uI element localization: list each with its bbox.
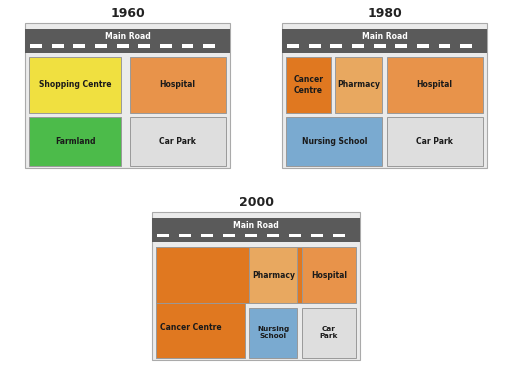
Bar xyxy=(335,57,382,113)
Text: Nursing
School: Nursing School xyxy=(257,326,289,339)
Text: Farmland: Farmland xyxy=(55,137,95,146)
Bar xyxy=(117,44,129,48)
Bar xyxy=(95,44,107,48)
Bar xyxy=(25,29,230,53)
Bar xyxy=(30,44,42,48)
Bar xyxy=(245,233,257,237)
Bar xyxy=(387,117,483,166)
Bar xyxy=(52,44,64,48)
Bar xyxy=(249,247,297,303)
Bar xyxy=(302,247,356,303)
Bar xyxy=(179,233,191,237)
Text: Cancer
Centre: Cancer Centre xyxy=(293,75,324,95)
Bar xyxy=(130,57,226,113)
Bar xyxy=(311,233,323,237)
Bar xyxy=(289,233,301,237)
Bar xyxy=(282,29,487,53)
Text: Car Park: Car Park xyxy=(159,137,196,146)
Bar xyxy=(157,233,169,237)
Bar xyxy=(201,233,213,237)
Text: Pharmacy: Pharmacy xyxy=(252,270,295,279)
Bar xyxy=(182,44,194,48)
Bar xyxy=(156,247,308,303)
Bar xyxy=(460,44,472,48)
Bar xyxy=(438,44,451,48)
Bar xyxy=(287,44,299,48)
Text: Car Park: Car Park xyxy=(416,137,453,146)
Bar xyxy=(387,57,483,113)
Text: Main Road: Main Road xyxy=(361,32,408,41)
Text: Hospital: Hospital xyxy=(417,80,453,90)
Bar xyxy=(249,307,297,357)
Text: Car
Park: Car Park xyxy=(319,326,338,339)
Bar xyxy=(333,233,345,237)
Text: 2000: 2000 xyxy=(239,196,273,209)
Bar xyxy=(395,44,407,48)
Bar xyxy=(374,44,386,48)
Bar xyxy=(282,23,487,168)
Text: Hospital: Hospital xyxy=(160,80,196,90)
Bar xyxy=(352,44,364,48)
Bar xyxy=(223,233,235,237)
Text: Shopping Centre: Shopping Centre xyxy=(39,80,112,90)
Bar xyxy=(330,44,343,48)
Bar xyxy=(138,44,150,48)
Text: Main Road: Main Road xyxy=(104,32,151,41)
Text: Nursing School: Nursing School xyxy=(302,137,367,146)
Bar xyxy=(309,44,321,48)
Bar xyxy=(267,233,279,237)
Text: Cancer Centre: Cancer Centre xyxy=(160,323,222,332)
Bar xyxy=(203,44,215,48)
Bar xyxy=(152,218,360,242)
Bar xyxy=(130,117,226,166)
Text: 1960: 1960 xyxy=(110,7,145,20)
Text: 1980: 1980 xyxy=(367,7,402,20)
Bar xyxy=(152,212,360,360)
Bar xyxy=(29,57,121,113)
Bar xyxy=(156,247,245,357)
Text: Pharmacy: Pharmacy xyxy=(337,80,380,90)
Bar xyxy=(286,57,331,113)
Bar xyxy=(25,23,230,168)
Text: Hospital: Hospital xyxy=(311,270,347,279)
Text: Main Road: Main Road xyxy=(233,221,279,230)
Bar xyxy=(160,44,172,48)
Bar xyxy=(417,44,429,48)
Bar xyxy=(286,117,382,166)
Bar xyxy=(302,307,356,357)
Bar xyxy=(29,117,121,166)
Bar xyxy=(74,44,86,48)
